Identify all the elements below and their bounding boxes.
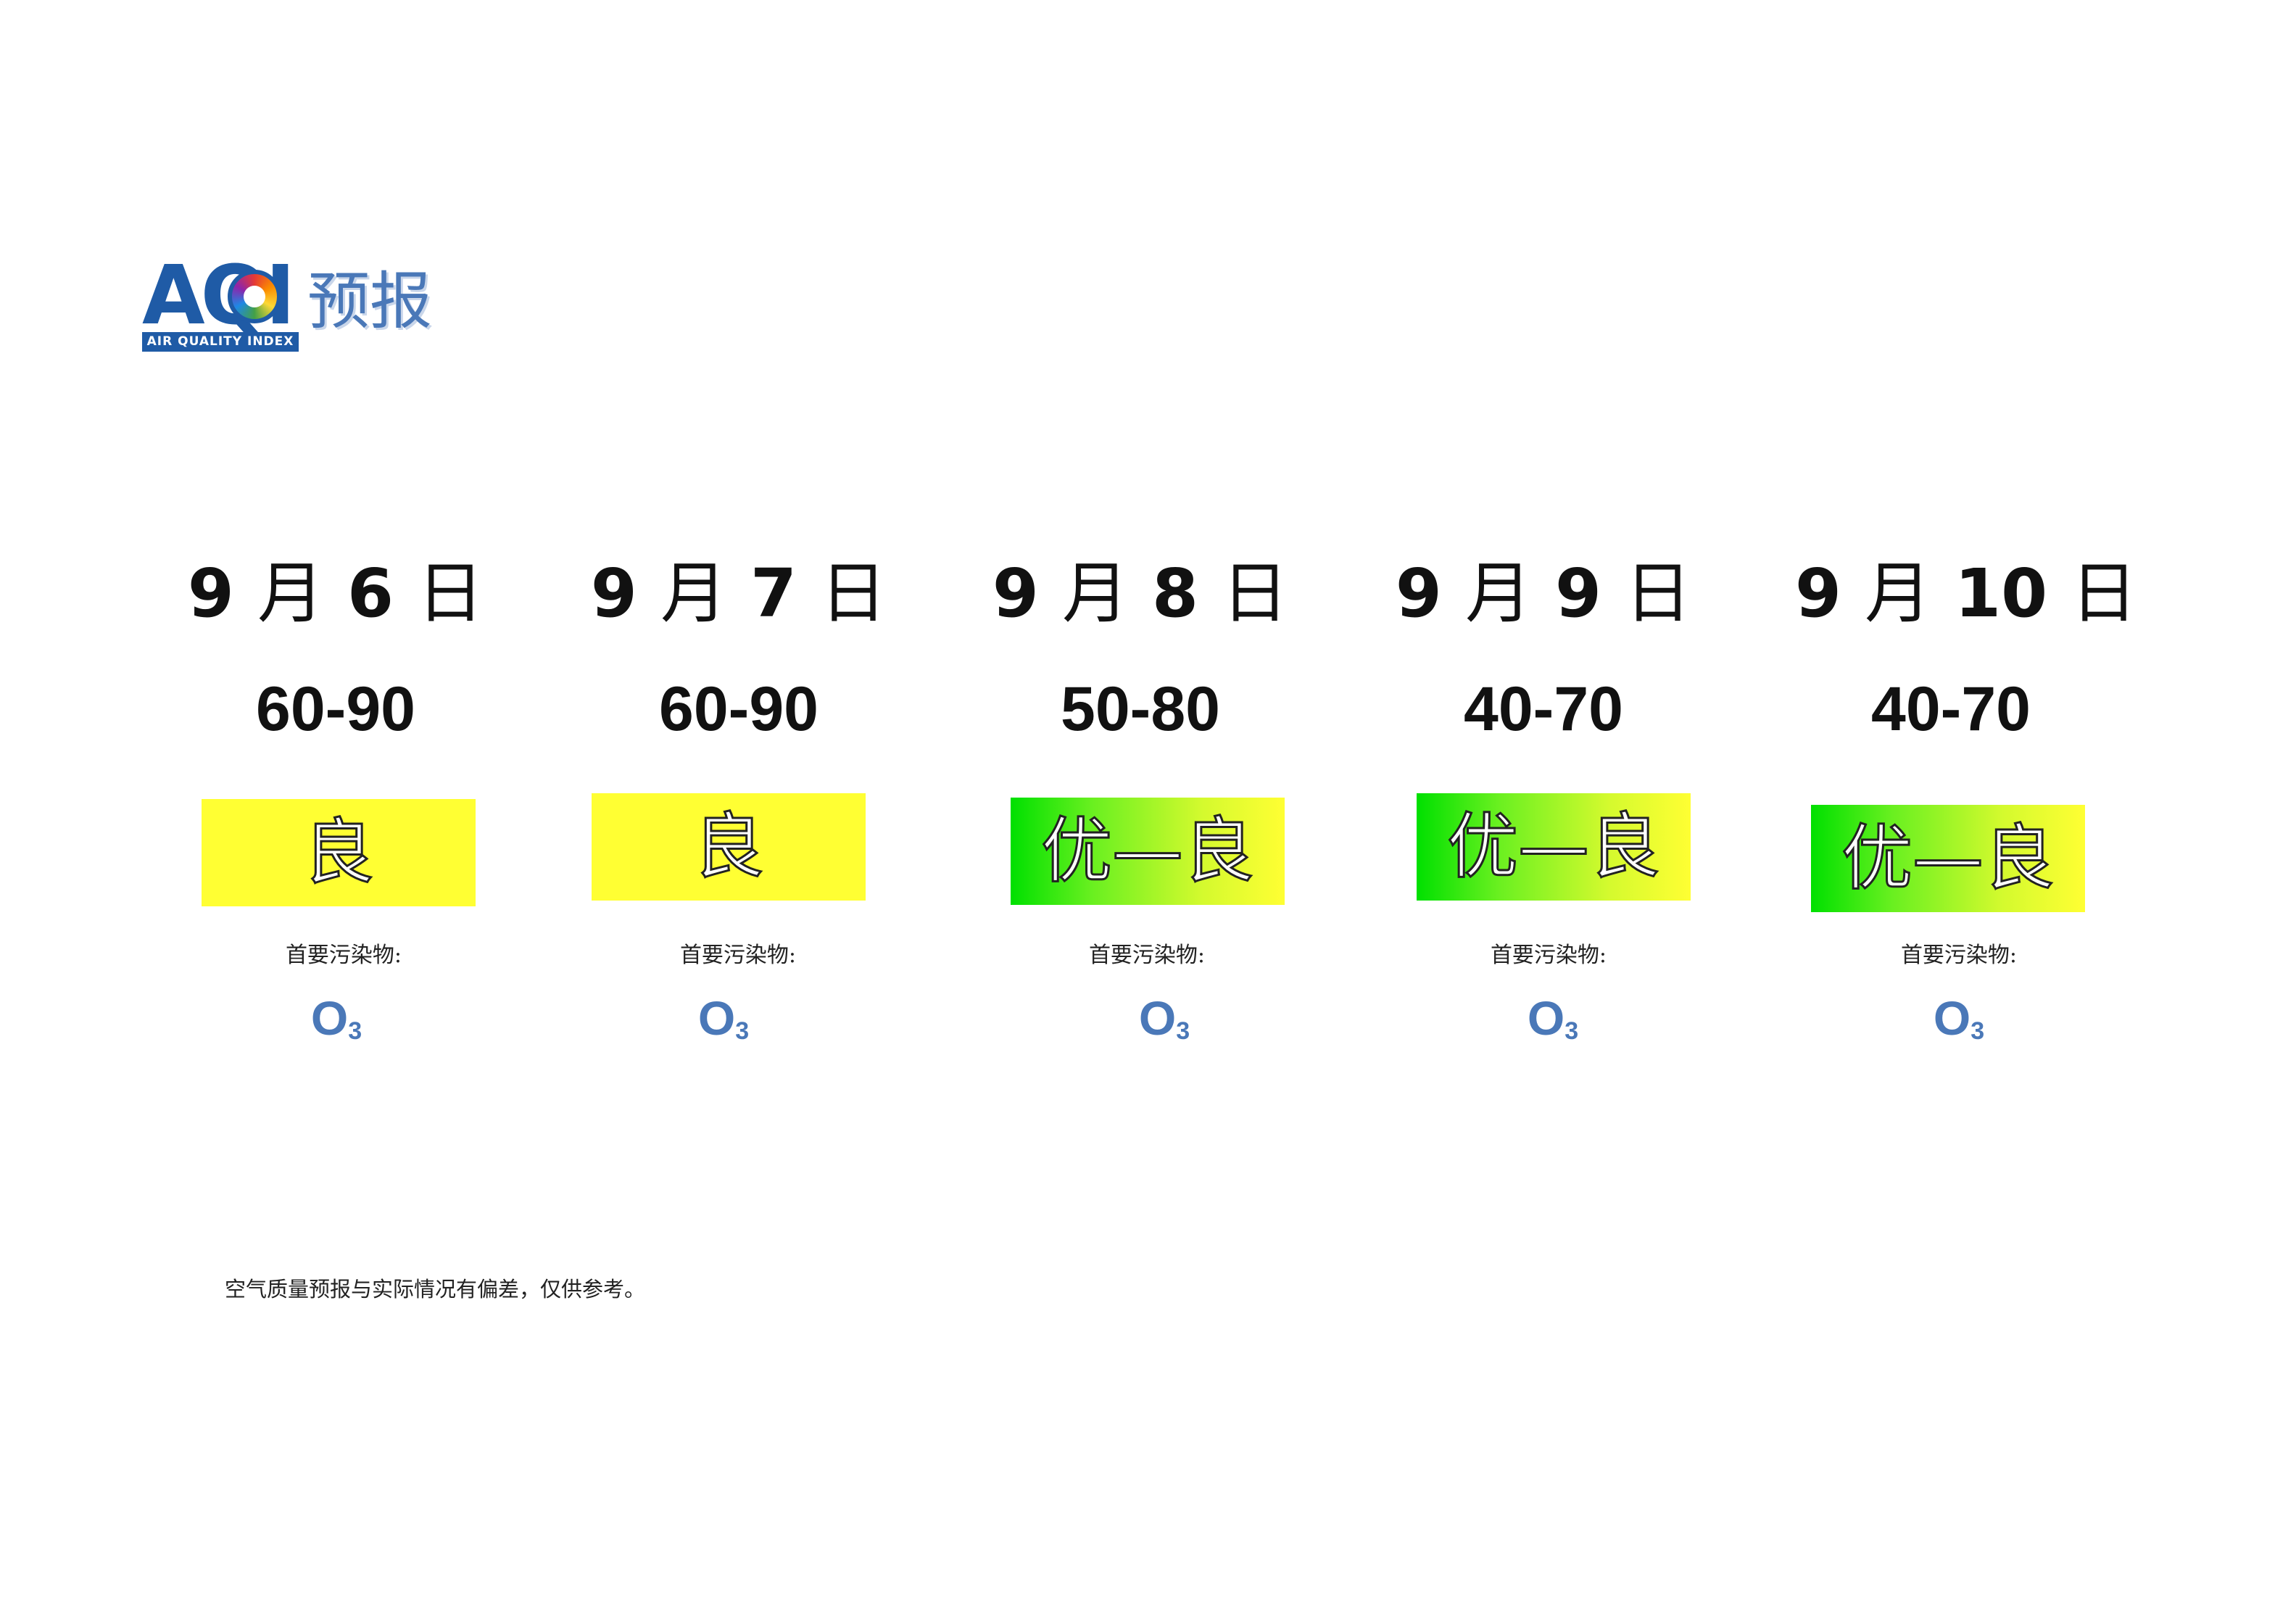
page-title: 预报: [307, 265, 432, 338]
primary-pollutant: O3: [1527, 991, 1579, 1045]
forecast-date: 9 月 6 日: [187, 555, 484, 632]
logo-caption: AIR QUALITY INDEX: [142, 332, 299, 352]
aqi-range: 40-70: [1871, 674, 2031, 744]
primary-pollutant: O3: [310, 991, 362, 1045]
aqi-level-badge: 优—良: [1811, 805, 2085, 912]
globe-icon: [228, 270, 281, 323]
aqi-logo-mark: AQI AIR QUALITY INDEX: [142, 252, 299, 356]
aqi-level-badge: 良: [202, 799, 476, 906]
primary-pollutant-label: 首要污染物:: [1490, 943, 1607, 968]
aqi-range: 60-90: [256, 674, 415, 744]
aqi-level-badge: 优—良: [1417, 793, 1691, 901]
primary-pollutant-label: 首要污染物:: [285, 943, 402, 968]
forecast-day-3: 9 月 8 日 50-80: [985, 554, 1296, 744]
forecast-date: 9 月 8 日: [992, 555, 1289, 632]
forecast-date: 9 月 9 日: [1395, 555, 1692, 632]
aqi-range: 40-70: [1464, 674, 1623, 744]
forecast-day-2: 9 月 7 日 60-90: [583, 554, 895, 744]
aqi-level-badge: 良: [592, 793, 866, 901]
aqi-logo: AQI AIR QUALITY INDEX 预报: [142, 252, 454, 356]
forecast-day-1: 9 月 6 日 60-90: [180, 554, 492, 744]
primary-pollutant-label: 首要污染物:: [679, 943, 797, 968]
forecast-day-5: 9 月 10 日 40-70: [1795, 554, 2138, 744]
primary-pollutant: O3: [1138, 991, 1190, 1045]
aqi-range: 60-90: [659, 674, 818, 744]
forecast-date: 9 月 7 日: [590, 555, 887, 632]
forecast-date: 9 月 10 日: [1795, 555, 2138, 632]
primary-pollutant: O3: [697, 991, 750, 1045]
disclaimer-note: 空气质量预报与实际情况有偏差，仅供参考。: [225, 1277, 646, 1302]
primary-pollutant: O3: [1933, 991, 1985, 1045]
aqi-range: 50-80: [1061, 674, 1220, 744]
primary-pollutant-label: 首要污染物:: [1900, 943, 2018, 968]
forecast-day-4: 9 月 9 日 40-70: [1388, 554, 1699, 744]
primary-pollutant-label: 首要污染物:: [1088, 943, 1206, 968]
aqi-level-badge: 优—良: [1011, 798, 1285, 905]
